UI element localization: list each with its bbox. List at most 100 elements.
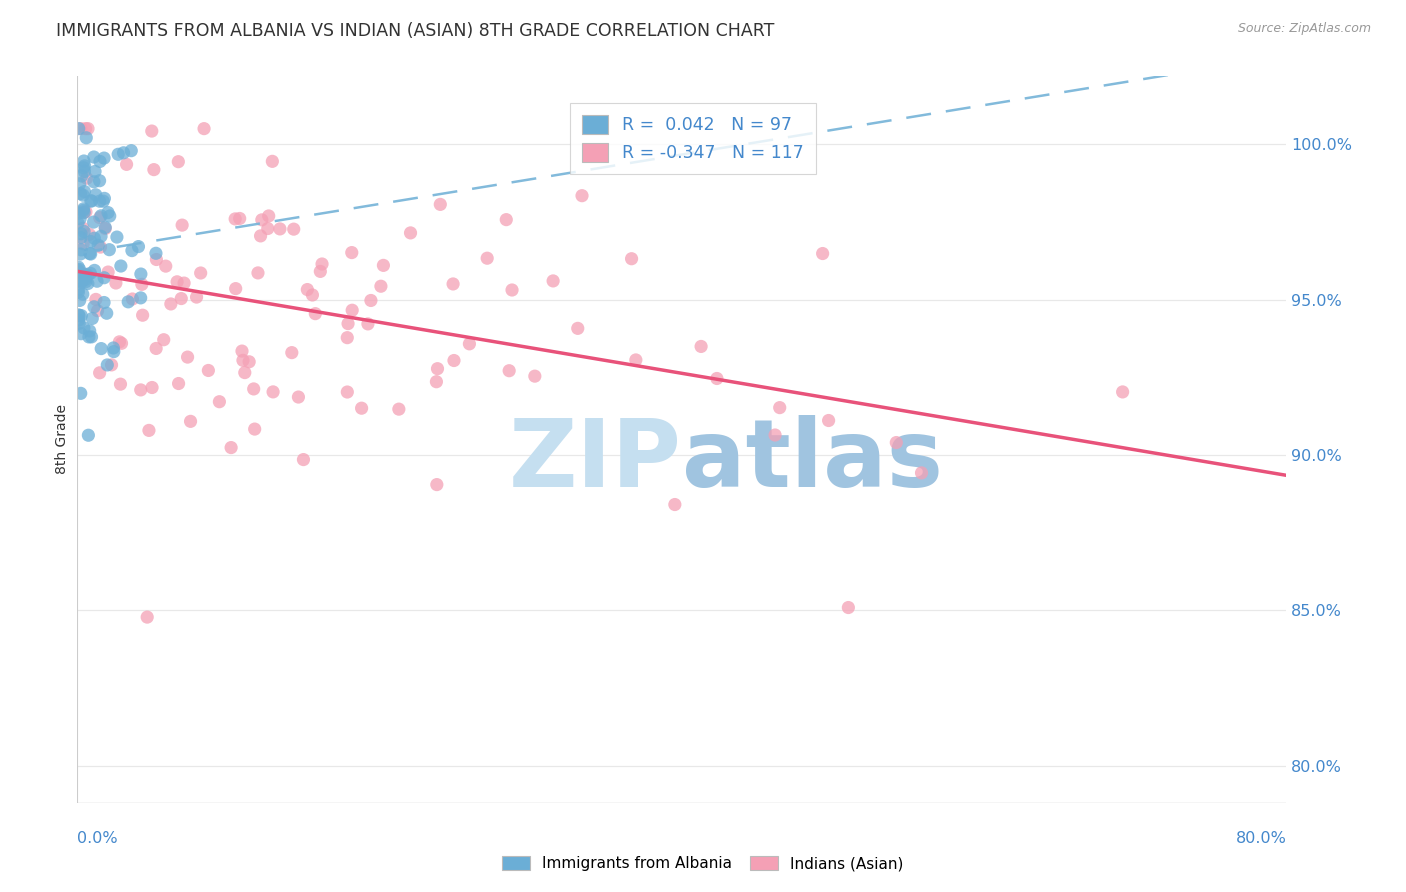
Point bbox=[246, 266, 269, 280]
Point bbox=[172, 218, 194, 232]
Point bbox=[287, 390, 309, 404]
Point bbox=[336, 384, 359, 399]
Point bbox=[73, 205, 96, 219]
Point bbox=[624, 353, 647, 368]
Point bbox=[93, 151, 115, 165]
Point bbox=[69, 386, 91, 401]
Point bbox=[84, 187, 107, 202]
Point bbox=[96, 358, 118, 372]
Point bbox=[66, 273, 89, 287]
Point bbox=[83, 231, 105, 245]
Point bbox=[75, 121, 97, 136]
Point bbox=[197, 363, 219, 377]
Point bbox=[256, 221, 278, 235]
Point bbox=[69, 293, 91, 308]
Point bbox=[155, 259, 177, 273]
Point bbox=[269, 222, 291, 236]
Point bbox=[884, 435, 907, 450]
Point bbox=[145, 342, 167, 356]
Point bbox=[93, 270, 115, 285]
Point bbox=[370, 279, 392, 293]
Point bbox=[89, 240, 111, 254]
Point bbox=[360, 293, 382, 308]
Point bbox=[105, 230, 128, 244]
Point bbox=[249, 228, 271, 243]
Point bbox=[89, 366, 111, 380]
Point bbox=[817, 413, 839, 427]
Point bbox=[75, 268, 97, 282]
Point bbox=[388, 402, 411, 417]
Point bbox=[69, 265, 91, 279]
Point bbox=[72, 203, 94, 218]
Point bbox=[190, 266, 212, 280]
Point bbox=[67, 285, 90, 300]
Point bbox=[301, 288, 323, 302]
Point bbox=[73, 224, 96, 238]
Point bbox=[89, 154, 111, 169]
Point bbox=[458, 336, 481, 351]
Point bbox=[90, 229, 112, 244]
Point bbox=[73, 321, 96, 335]
Point bbox=[79, 324, 101, 338]
Point bbox=[110, 259, 132, 273]
Point bbox=[426, 477, 449, 491]
Point bbox=[541, 274, 564, 288]
Point bbox=[72, 188, 94, 202]
Point bbox=[84, 164, 107, 178]
Point bbox=[79, 247, 101, 261]
Point bbox=[77, 330, 100, 344]
Point bbox=[121, 292, 143, 306]
Point bbox=[193, 121, 215, 136]
Point bbox=[225, 282, 247, 296]
Point bbox=[67, 121, 90, 136]
Point bbox=[73, 185, 96, 199]
Point bbox=[76, 277, 98, 291]
Text: Source: ZipAtlas.com: Source: ZipAtlas.com bbox=[1237, 22, 1371, 36]
Point bbox=[94, 220, 117, 235]
Point bbox=[69, 186, 91, 201]
Point bbox=[142, 162, 165, 177]
Point bbox=[763, 428, 786, 442]
Point bbox=[77, 428, 100, 442]
Point bbox=[89, 211, 111, 225]
Point bbox=[83, 150, 105, 164]
Point bbox=[262, 384, 284, 399]
Point bbox=[67, 313, 90, 327]
Point bbox=[67, 309, 90, 323]
Point bbox=[373, 259, 395, 273]
Point bbox=[620, 252, 643, 266]
Point bbox=[73, 159, 96, 173]
Point bbox=[706, 371, 728, 385]
Point bbox=[170, 292, 193, 306]
Point bbox=[70, 326, 93, 341]
Point bbox=[115, 157, 138, 171]
Legend: Immigrants from Albania, Indians (Asian): Immigrants from Albania, Indians (Asian) bbox=[496, 849, 910, 877]
Point bbox=[228, 211, 250, 226]
Point bbox=[243, 422, 266, 436]
Point bbox=[129, 383, 152, 397]
Point bbox=[72, 202, 94, 216]
Point bbox=[120, 144, 142, 158]
Point bbox=[311, 257, 333, 271]
Point bbox=[86, 303, 108, 318]
Point bbox=[292, 452, 315, 467]
Point bbox=[83, 175, 105, 189]
Point bbox=[257, 209, 280, 223]
Point bbox=[495, 212, 517, 227]
Point bbox=[426, 361, 449, 376]
Point bbox=[67, 316, 90, 330]
Point bbox=[441, 277, 464, 291]
Point bbox=[112, 145, 135, 160]
Point bbox=[70, 169, 93, 183]
Point bbox=[501, 283, 523, 297]
Point bbox=[93, 191, 115, 205]
Point bbox=[98, 243, 121, 257]
Point bbox=[224, 211, 246, 226]
Point bbox=[73, 164, 96, 178]
Point bbox=[96, 306, 118, 320]
Point bbox=[208, 394, 231, 409]
Point bbox=[94, 221, 117, 235]
Point bbox=[89, 174, 111, 188]
Legend: R =  0.042   N = 97, R = -0.347   N = 117: R = 0.042 N = 97, R = -0.347 N = 117 bbox=[569, 103, 815, 174]
Point bbox=[176, 350, 198, 364]
